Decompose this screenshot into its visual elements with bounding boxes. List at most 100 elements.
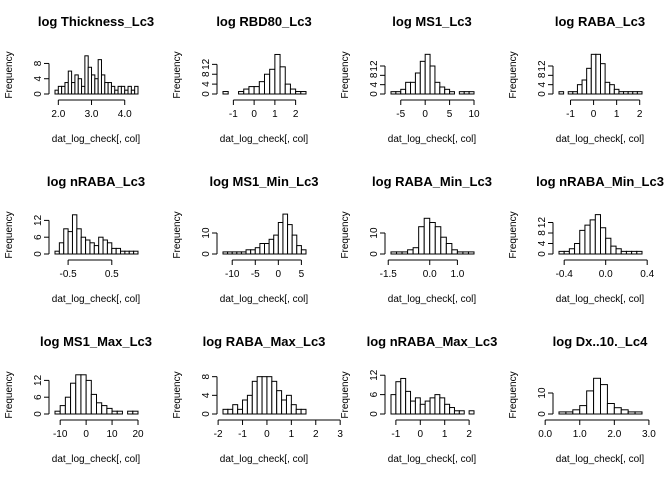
histogram-bar	[429, 65, 436, 95]
histogram-bar	[419, 60, 426, 95]
histogram-bar	[271, 380, 278, 415]
x-tick-label: 3.0	[642, 429, 656, 440]
chart-title: log RABA_Max_Lc3	[203, 334, 326, 349]
x-tick-label: -0.4	[556, 269, 574, 280]
histogram-bar	[98, 236, 104, 255]
histogram-bar	[414, 397, 421, 415]
x-tick-label: 0	[251, 109, 257, 120]
histogram-bar	[451, 249, 458, 255]
histogram-bar	[134, 85, 139, 95]
histogram-bar	[59, 405, 66, 415]
x-tick-label: -1	[229, 109, 238, 120]
histogram-bar	[636, 250, 643, 255]
histogram-bar	[111, 410, 118, 415]
x-axis-title: dat_log_check[, col]	[52, 134, 141, 145]
y-axis-title: Frequency	[340, 371, 351, 418]
histogram-panel: log MS1_Max_Lc3 -10 0 10 20 0 6 12 dat_log_check…	[4, 334, 152, 465]
histogram-bar	[264, 73, 271, 95]
histogram-bar	[463, 91, 470, 95]
y-axis-title: Frequency	[172, 211, 183, 258]
histogram-bar	[222, 408, 229, 415]
histogram-bar	[467, 251, 475, 255]
x-tick-label: -1	[391, 429, 400, 440]
histogram-bar	[75, 374, 82, 415]
y-tick-label: 0	[33, 91, 44, 97]
x-tick-label: 0.0	[538, 429, 552, 440]
histogram-bar	[250, 249, 256, 255]
histogram-bar	[290, 404, 297, 415]
x-tick-label: 10	[468, 109, 480, 120]
histogram-bar	[627, 411, 636, 415]
histogram-bar	[274, 53, 281, 95]
histogram-bar	[254, 247, 261, 255]
y-tick-label: 12	[33, 374, 44, 386]
y-tick-label: 8	[537, 230, 548, 236]
x-axis-title: dat_log_check[, col]	[388, 454, 477, 465]
y-tick-label: 10	[537, 387, 548, 399]
x-axis-title: dat_log_check[, col]	[220, 134, 309, 145]
y-tick-label: 0	[369, 251, 380, 257]
x-axis-title: dat_log_check[, col]	[556, 294, 645, 305]
histogram-bar	[576, 84, 583, 95]
chart-title: log MS1_Max_Lc3	[40, 334, 152, 349]
histogram-bar	[390, 91, 397, 95]
x-axis-title: dat_log_check[, col]	[52, 294, 141, 305]
x-tick-label: 0	[422, 109, 428, 120]
histogram-bar	[85, 239, 91, 255]
x-tick-label: 0.0	[423, 269, 437, 280]
histogram-bar	[401, 251, 409, 255]
y-tick-label: 0	[33, 411, 44, 417]
histogram-bar	[632, 91, 638, 95]
histogram-bar	[410, 400, 416, 415]
histogram-bar	[568, 248, 576, 255]
y-tick-label: 8	[369, 72, 380, 78]
histogram-bar	[453, 410, 460, 415]
histogram-bar	[273, 234, 279, 255]
histogram-bar	[407, 249, 414, 255]
histogram-panel: log RABA_Min_Lc3 -1.5 0.0 1.0 0 10 dat_log_che…	[340, 174, 492, 305]
histogram-bar	[268, 238, 275, 255]
histogram-bar	[390, 251, 398, 255]
histogram-bar	[261, 376, 268, 415]
y-tick-label: 0	[537, 251, 548, 257]
histogram-panel: log Dx..10._Lc4 0.0 1.0 2.0 3.0 0 10 dat_log_ch…	[508, 334, 656, 465]
x-tick-label: -10	[53, 429, 68, 440]
histogram-bar	[115, 247, 122, 255]
histogram-bar	[264, 243, 270, 255]
chart-title: log nRABA_Max_Lc3	[367, 334, 498, 349]
y-tick-label: 8	[201, 373, 212, 379]
histogram-bar	[295, 408, 302, 415]
x-tick-label: 0	[83, 429, 89, 440]
histogram-bar	[590, 53, 597, 95]
y-tick-label: 8	[33, 60, 44, 66]
histogram-bar	[232, 404, 239, 415]
y-tick-label: 0	[537, 91, 548, 97]
histogram-bar	[222, 91, 229, 95]
histogram-bar	[623, 91, 629, 95]
histogram-bar	[434, 394, 441, 415]
histogram-bar	[90, 393, 97, 415]
histogram-bar	[269, 68, 276, 95]
histogram-bar	[54, 410, 61, 415]
x-tick-label: 2.0	[51, 109, 65, 120]
histogram-bar	[253, 86, 260, 95]
histogram-bar	[579, 229, 586, 255]
histogram-bar	[405, 81, 412, 95]
y-tick-label: 12	[369, 369, 380, 381]
x-tick-label: 0	[591, 109, 597, 120]
histogram-panel: log Thickness_Lc3 2.0 3.0 4.0 0 4 8 dat_log_che…	[4, 14, 154, 145]
x-tick-label: -2	[214, 429, 223, 440]
chart-title: log nRABA_Lc3	[47, 174, 145, 189]
x-tick-label: 2	[637, 109, 643, 120]
histogram-bar	[58, 242, 65, 255]
histogram-bar	[572, 409, 581, 415]
y-tick-label: 6	[33, 234, 44, 240]
x-tick-label: 0	[264, 429, 270, 440]
histogram-bar	[589, 219, 596, 255]
y-axis-title: Frequency	[508, 371, 519, 418]
x-tick-label: 2	[466, 429, 472, 440]
histogram-bar	[605, 237, 612, 255]
histogram-bar	[70, 382, 77, 415]
histogram-bar	[71, 214, 78, 255]
histogram-bar	[242, 399, 248, 415]
